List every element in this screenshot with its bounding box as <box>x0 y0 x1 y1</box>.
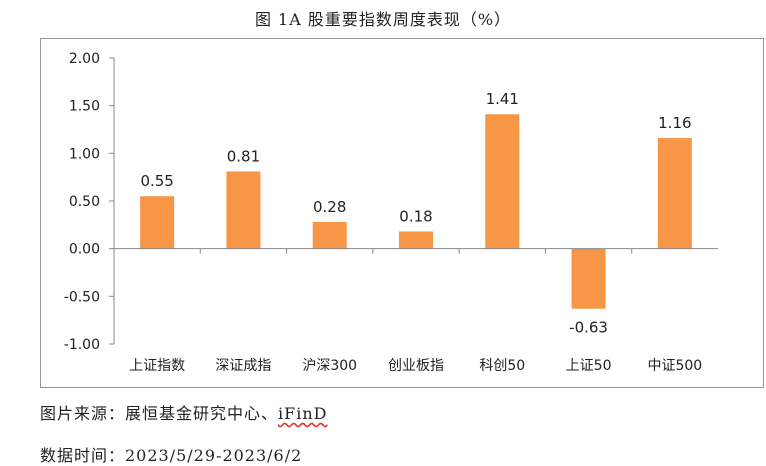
y-tick-label: 1.00 <box>69 146 100 162</box>
bar <box>571 248 606 309</box>
bar <box>399 231 433 249</box>
bar <box>140 196 175 249</box>
data-label: 0.28 <box>313 198 346 216</box>
source-note: 图片来源：展恒基金研究中心、iFinD <box>40 400 327 424</box>
data-label: 0.81 <box>227 147 260 165</box>
x-tick-label: 沪深300 <box>302 358 357 374</box>
y-tick-label: 2.00 <box>69 51 100 67</box>
x-tick-label: 科创50 <box>479 358 525 374</box>
data-date: 数据时间：2023/5/29-2023/6/2 <box>40 446 303 465</box>
data-label: 1.16 <box>658 114 691 132</box>
chart-border <box>40 38 764 388</box>
bars: 0.55 0.81 0.28 0.18 1.41 -0.63 1.16 <box>140 90 692 337</box>
y-tick-label: -0.50 <box>64 289 100 305</box>
x-tick-label: 上证50 <box>566 358 612 374</box>
x-tick-label: 上证指数 <box>129 358 185 374</box>
x-tick-label: 创业板指 <box>388 358 444 374</box>
source-prefix: 图片来源：展恒基金研究中心、 <box>40 404 279 423</box>
source-ifind: iFinD <box>278 404 328 423</box>
y-tick-label: 0.00 <box>69 242 100 258</box>
y-tick-label: -1.00 <box>64 337 100 353</box>
data-label: -0.63 <box>569 319 608 337</box>
y-tick-label: 0.50 <box>69 194 100 210</box>
bar <box>485 114 520 249</box>
data-label: 0.18 <box>399 208 432 226</box>
chart-area: 2.00 1.50 1.00 0.50 0.00 -0.50 -1.00 0.55 0.81 0… <box>40 38 764 388</box>
bar <box>657 138 692 249</box>
y-tick-label: 1.50 <box>69 99 100 115</box>
x-tick-label: 深证成指 <box>215 358 271 374</box>
bar-chart: 2.001.501.000.500.00-0.50-1.00 0.550.810… <box>40 38 764 388</box>
x-tick-label: 中证500 <box>647 358 702 374</box>
data-label: 1.41 <box>486 90 519 108</box>
chart-title: 图 1A 股重要指数周度表现（%） <box>254 10 512 29</box>
x-axis: 上证指数 深证成指 沪深300 创业板指 科创50 上证50 中证500 <box>114 248 718 374</box>
bar <box>312 221 347 249</box>
y-axis: 2.00 1.50 1.00 0.50 0.00 -0.50 -1.00 <box>64 51 115 353</box>
data-label: 0.55 <box>140 172 173 190</box>
bar <box>226 171 261 249</box>
